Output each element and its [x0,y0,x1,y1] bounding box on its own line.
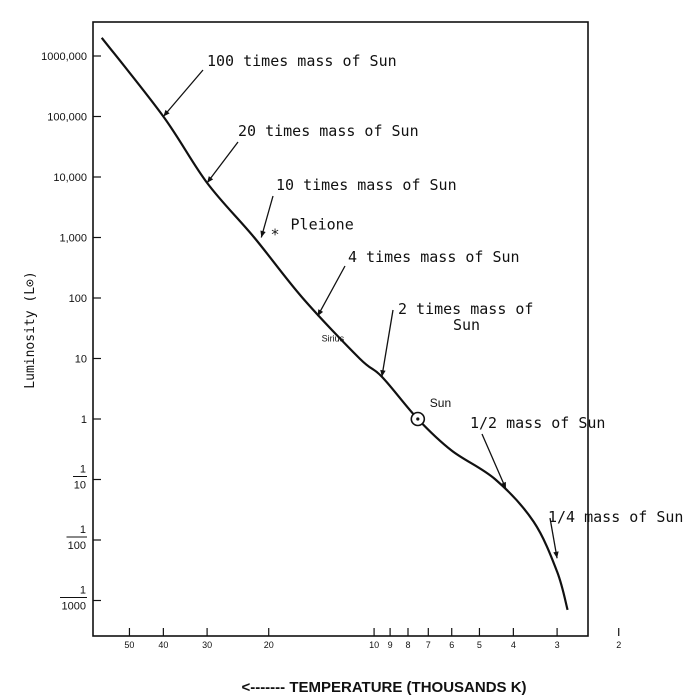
y-axis: 1000,000100,00010,0001,00010010111011001… [41,51,101,613]
x-axis: 50 40 30 20 10 9 8 7 6 5 4 3 2 [124,628,621,650]
star-sun: Sun [410,396,451,427]
annotation-leader [162,69,204,117]
annotation-arrowhead [260,230,266,238]
annotation-label: 20 times mass of Sun [238,122,419,140]
annotation: 1/4 mass of Sun [548,508,683,559]
x-axis-label: <------- TEMPERATURE (THOUSANDS K) [241,679,526,696]
annotation-leader [481,433,507,490]
svg-text:1: 1 [80,524,86,536]
x-tick-label: 5 [477,640,482,650]
annotation-arrowhead [317,309,324,317]
star-label: Sun [430,396,451,410]
annotation-leader [260,195,274,238]
annotation: 10 times mass of Sun [260,176,457,238]
x-tick-label: 10 [369,640,379,650]
annotation-label: 100 times mass of Sun [207,52,397,70]
annotation: 100 times mass of Sun [162,52,397,117]
svg-text:1: 1 [80,585,86,597]
y-tick-label: 100 [69,293,87,305]
plot-frame [92,21,589,637]
annotation: 1/2 mass of Sun [470,414,605,490]
star-marker-icon: ∗ [271,223,280,241]
x-tick-label: 3 [555,640,560,650]
annotation-arrowhead [207,176,214,183]
x-tick-label: 8 [405,640,410,650]
svg-text:10: 10 [74,480,86,492]
annotation-label: 10 times mass of Sun [276,176,457,194]
y-axis-label: Luminosity (L⊙) [23,271,38,388]
y-tick-label: 1,000 [59,233,87,245]
annotation-arrowhead [553,551,559,559]
star-markers: ∗ Pleione Sirius Sun [271,216,451,427]
annotation: 2 times mass of Sun [380,300,533,377]
svg-text:100: 100 [68,540,86,552]
y-tick-label: 1 1000 [60,585,87,613]
x-tick-label: 30 [202,640,212,650]
annotation-label: 1/4 mass of Sun [548,508,683,526]
star-pleione: ∗ Pleione [271,216,354,241]
y-tick-label: 10 [75,354,87,366]
annotation-arrowhead [163,109,170,117]
y-tick-label: 1000,000 [41,51,87,63]
x-tick-label: 6 [449,640,454,650]
y-tick-label: 110 [73,464,87,492]
annotation-label: 1/2 mass of Sun [470,414,605,432]
annotation-arrowhead [500,481,506,489]
annotation-label: 4 times mass of Sun [348,248,520,266]
annotation-label: 2 times mass of Sun [398,300,533,334]
svg-text:1000: 1000 [62,601,86,613]
star-sirius: Sirius [322,333,345,343]
mass-annotations: 100 times mass of Sun 20 times mass of Su… [162,52,683,559]
star-label: Pleione [291,216,354,234]
main-sequence-curve [100,37,569,611]
x-tick-label: 50 [124,640,134,650]
y-tick-label: 10,000 [53,172,87,184]
x-tick-label: 40 [158,640,168,650]
x-tick-label: 4 [511,640,516,650]
annotation: 20 times mass of Sun [206,122,419,184]
x-tick-label: 2 [616,640,621,650]
x-tick-label: 9 [388,640,393,650]
y-tick-label: 100,000 [47,112,87,124]
annotation-leader [317,265,346,317]
x-tick-label: 20 [264,640,274,650]
annotation-leader [549,517,558,559]
annotation-arrowhead [380,369,386,377]
annotation-leader [381,309,394,377]
annotation-leader [206,141,239,184]
x-tick-label: 7 [426,640,431,650]
y-tick-label: 1 [81,414,87,426]
svg-text:1: 1 [80,464,86,476]
annotation: 4 times mass of Sun [317,248,520,317]
star-label: Sirius [322,333,345,343]
